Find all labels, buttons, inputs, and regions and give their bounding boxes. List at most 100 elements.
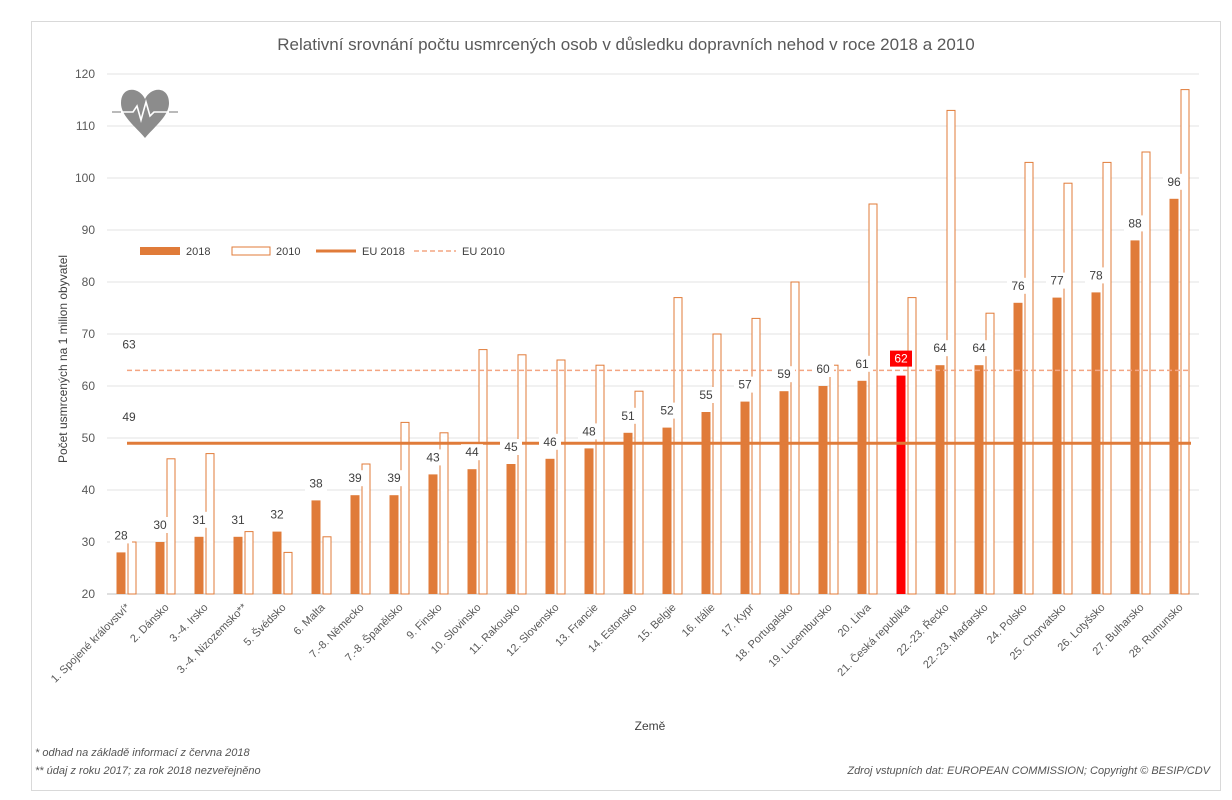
y-axis-label: Počet usmrcených na 1 milion obyvatel [56,255,70,463]
bar-2018 [1013,302,1023,594]
footnote-1: * odhad na základě informací z června 20… [35,747,250,759]
data-label-bg [1163,173,1185,190]
y-tick-label: 20 [82,587,96,601]
bar-2010 [751,317,761,595]
bar-2010 [829,364,839,595]
data-label: 55 [699,388,713,402]
x-tick-label: 6. Malta [291,601,328,638]
x-tick-label: 5. Švédsko [241,601,289,649]
y-tick-labels: 20 30 40 50 60 70 80 90 100 110 120 [75,67,95,601]
bar-2018 [116,552,126,594]
data-label-bg [344,470,366,487]
data-label-bg [578,423,600,440]
bar-2010 [634,390,644,595]
bar-2010 [673,297,683,595]
data-label-bg [1124,215,1146,232]
legend: 2018 2010 EU 2018 EU 2010 [140,246,505,258]
data-label: 31 [192,513,206,527]
data-label: 64 [972,341,986,355]
bar-2010 [439,432,449,595]
bar-2018 [1169,198,1179,595]
x-tick-label: 17. Kypr [719,601,757,639]
data-label: 52 [660,404,674,418]
bar-2010 [244,531,254,595]
x-tick-label: 21. Česká republika [835,600,914,679]
bar-2010 [556,359,566,595]
data-labels: 28 30 31 31 32 38 39 39 43 44 45 46 48 51 52 55 57 59 60 61… [110,173,1185,544]
data-label: 57 [738,378,752,392]
data-label: 30 [153,518,167,532]
y-tick-label: 50 [82,431,96,445]
data-label: 46 [543,435,557,449]
bar-2010 [1102,161,1112,595]
data-label: 59 [777,367,791,381]
bar-2018 [896,375,906,594]
bar-2010 [127,541,137,595]
data-label-bg [383,470,405,487]
data-label: 48 [582,424,596,438]
chart-frame: Relativní srovnání počtu usmrcených osob… [31,21,1221,791]
heart-ecg-icon [112,89,178,138]
bar-2010 [283,551,293,595]
legend-label-eu2018: EU 2018 [362,246,405,258]
legend-swatch-2018 [140,247,180,255]
bar-2018 [506,464,516,594]
bar-2018 [155,542,165,594]
footnote-2: ** údaj z roku 2017; za rok 2018 nezveře… [35,765,261,777]
legend-label-2010: 2010 [276,246,300,258]
x-axis-label: Země [635,719,666,733]
data-label-bg [539,433,561,450]
bar-2018 [935,365,945,594]
data-label-bg [149,517,171,533]
y-tick-label: 60 [82,379,96,393]
data-label-bg [461,444,483,461]
chart-svg: Relativní srovnání počtu usmrcených osob… [49,35,1199,733]
data-label-bg [812,361,834,377]
legend-label-2018: 2018 [186,246,210,258]
data-label: 31 [231,513,245,527]
bar-2010 [517,354,527,595]
bar-2010 [595,364,605,595]
bar-2010 [1180,89,1190,595]
bar-2018 [1052,297,1062,594]
bar-2018 [311,500,321,594]
x-tick-label: 3.-4. Nizozemsko** [175,601,250,676]
chart-title: Relativní srovnání počtu usmrcených osob… [277,35,974,54]
bar-2010 [907,297,917,595]
bar-2018 [389,495,399,594]
data-label-bg [110,527,132,544]
bar-2018 [350,495,360,594]
bar-2010 [361,463,371,595]
x-tick-label: 2. Dánsko [128,602,172,646]
data-label: 77 [1050,274,1064,288]
data-label-bg [266,506,288,523]
bars [116,89,1190,595]
data-label: 45 [504,440,518,454]
data-label-bg [734,376,756,393]
data-label-bg [227,511,249,528]
data-label: 62 [894,352,908,366]
bar-2010 [985,312,995,595]
data-label-bg [1085,267,1107,284]
bar-2018 [194,536,204,594]
y-tick-label: 80 [82,275,96,289]
bar-2010 [1141,151,1151,595]
data-label: 39 [387,471,401,485]
x-tick-label: 1. Spojené království* [49,601,133,685]
bar-2018 [584,448,594,594]
reference-lines: 49 63 [122,337,1191,445]
bar-2018 [740,401,750,594]
y-tick-label: 40 [82,483,96,497]
legend-swatch-2010 [231,246,271,256]
data-label: 64 [933,341,947,355]
data-label: 32 [270,508,284,522]
reference-line-label: 63 [122,337,136,351]
data-label-bg [305,475,327,492]
data-label-bg [695,387,717,403]
bar-2010 [400,421,410,595]
gridlines [107,73,1199,595]
legend-label-eu2010: EU 2010 [462,246,505,258]
bar-2018 [467,469,477,594]
data-label: 88 [1128,216,1142,230]
